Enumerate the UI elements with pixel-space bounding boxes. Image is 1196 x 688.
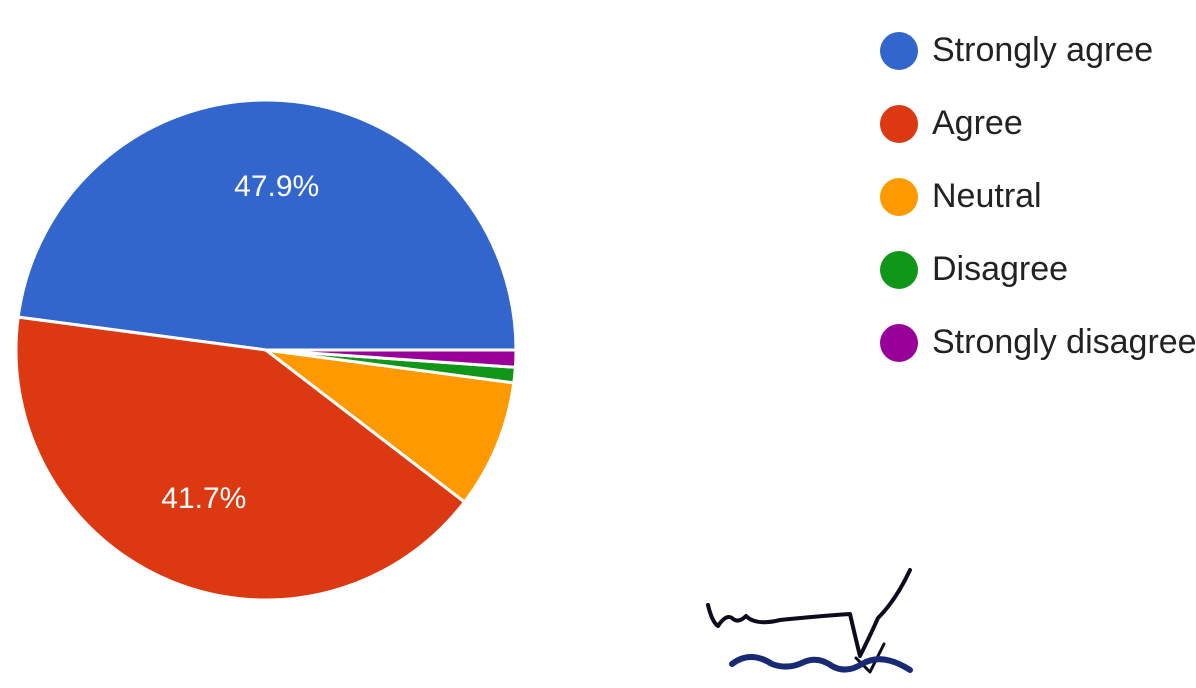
legend-label-strongly-agree: Strongly agree [932, 31, 1154, 69]
legend-item-strongly-agree[interactable]: Strongly agree [880, 14, 1190, 87]
legend-item-disagree[interactable]: Disagree [880, 233, 1190, 306]
legend-swatch-neutral [880, 177, 918, 216]
legend-label-strongly-disagree: Strongly disagree [932, 323, 1196, 361]
signature-image [706, 568, 913, 674]
legend-swatch-strongly-disagree [880, 323, 918, 362]
legend-swatch-agree [880, 104, 918, 143]
pie-slice-neutral[interactable] [264, 348, 516, 504]
pie-slice-strongly-disagree[interactable] [264, 348, 518, 369]
legend-swatch-strongly-agree [880, 31, 918, 70]
legend-label-neutral: Neutral [932, 177, 1042, 215]
legend-swatch-disagree [880, 250, 918, 289]
legend-label-agree: Agree [932, 104, 1023, 142]
legend-item-agree[interactable]: Agree [880, 87, 1190, 160]
slice-label-agree: 41.7% [161, 482, 246, 515]
pie-slice-agree[interactable] [14, 315, 466, 602]
chart-legend: Strongly agree Agree Neutral Disagree St… [880, 14, 1196, 379]
pie-slice-strongly-agree[interactable] [16, 98, 518, 352]
legend-label-disagree: Disagree [932, 250, 1069, 288]
legend-item-strongly-disagree[interactable]: Strongly disagree [880, 306, 1196, 379]
legend-item-neutral[interactable]: Neutral [880, 160, 1190, 233]
slice-label-strongly-agree: 47.9% [234, 170, 319, 203]
